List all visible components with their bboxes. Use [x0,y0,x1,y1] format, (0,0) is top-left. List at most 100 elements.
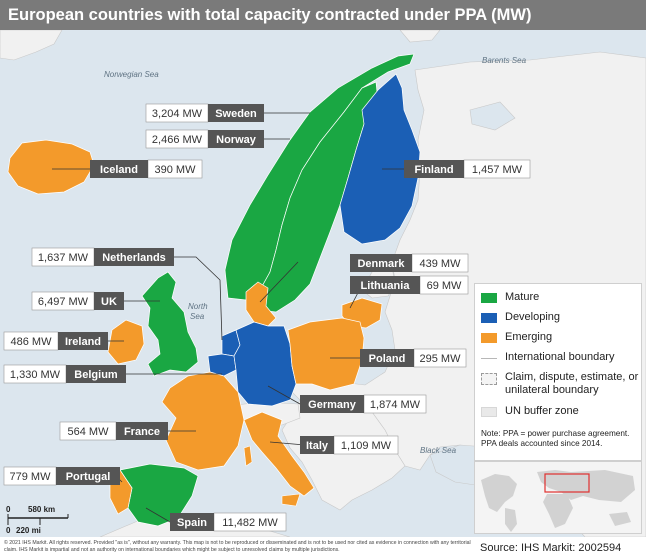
label-name-germany: Germany [308,399,357,411]
country-france [161,371,245,471]
legend-label-emerging: Emerging [505,331,553,343]
leader-denmark [259,261,299,303]
label-name-denmark: Denmark [357,258,405,270]
label-value-belgium: 1,330 MW [10,369,61,381]
label-uk: 6,497 MW UK [31,291,124,311]
label-name-norway: Norway [216,134,257,146]
label-norway: 2,466 MW Norway [145,129,264,149]
country-poland [287,317,365,391]
inset-svg [475,462,641,533]
scale-mi-label: 220 mi [16,526,41,535]
label-germany: 1,874 MW Germany [300,394,427,414]
legend-label-buffer: UN buffer zone [505,405,579,417]
leader-germany [267,385,301,405]
legend-swatch-claim [481,373,497,385]
country-italy [243,411,315,497]
footer-copyright: © 2021 IHS Markit. All rights reserved. … [4,540,471,553]
label-value-norway: 2,466 MW [152,134,203,146]
leader-spain [145,507,171,523]
inset-south-america [505,508,517,532]
legend-label-developing: Developing [505,311,561,323]
label-iceland: 390 MW Iceland [90,159,203,179]
legend-swatch-emerging [481,333,497,343]
inset-australia [609,512,631,526]
label-value-iceland: 390 MW [155,164,197,176]
label-name-box-belgium [66,365,126,383]
inset-africa [543,494,573,528]
label-name-ireland: Ireland [65,336,101,348]
label-lithuania: 69 MW Lithuania [350,275,469,295]
scale-zero-bottom: 0 [6,526,11,535]
label-name-box-poland [360,349,414,367]
label-name-lithuania: Lithuania [361,280,411,292]
legend: Mature Developing Emerging International… [474,283,642,461]
country-uk [141,271,199,377]
country-denmark [245,281,277,327]
label-name-box-ireland [58,332,108,350]
sea-label-north-1: North [188,302,208,311]
label-belgium: 1,330 MW Belgium [3,364,126,384]
label-name-sweden: Sweden [215,108,257,120]
legend-row-claim: Claim, dispute, estimate, or unilateral … [481,371,640,397]
label-name-belgium: Belgium [74,369,118,381]
legend-swatch-boundary [481,358,497,359]
legend-swatch-developing [481,313,497,323]
label-italy: 1,109 MW Italy [300,435,399,455]
label-name-finland: Finland [414,164,453,176]
label-name-netherlands: Netherlands [102,252,166,264]
legend-row-emerging: Emerging [481,331,640,344]
label-name-italy: Italy [306,440,329,452]
country-italy-sardinia [243,445,253,467]
sea-label-norwegian: Norwegian Sea [104,70,159,79]
label-value-poland: 295 MW [420,353,462,365]
label-name-box-finland [404,160,464,178]
label-value-finland: 1,457 MW [472,164,523,176]
country-germany [233,321,297,407]
label-value-denmark: 439 MW [420,258,462,270]
label-name-box-iceland [90,160,148,178]
inset-focus-box [544,473,590,493]
label-value-italy: 1,109 MW [341,440,392,452]
label-name-box-uk [94,292,124,310]
label-poland: 295 MW Poland [360,348,467,368]
country-labels: 3,204 MW Sweden 2,466 MW Norway 390 MW Icelan… [3,103,531,532]
label-value-lithuania: 69 MW [427,280,462,292]
label-name-box-france [116,422,168,440]
label-sweden: 3,204 MW Sweden [145,103,264,123]
label-name-box-norway [208,130,264,148]
label-ireland: 486 MW Ireland [3,331,108,351]
label-name-box-denmark [350,254,412,272]
land-greenland [0,30,63,61]
label-name-box-germany [300,395,364,413]
country-iceland [7,139,95,195]
leader-italy [269,441,306,446]
label-name-france: France [124,426,160,438]
sea-label-barents: Barents Sea [482,56,527,65]
label-name-box-spain [170,513,214,531]
legend-label-claim: Claim, dispute, estimate, or unilateral … [505,371,639,396]
footer: © 2021 IHS Markit. All rights reserved. … [0,537,646,560]
label-name-box-netherlands [94,248,174,266]
legend-swatch-mature [481,293,497,303]
label-name-portugal: Portugal [66,471,111,483]
label-netherlands: 1,637 MW Netherlands [31,247,174,267]
inset-eurasia [537,470,635,502]
label-value-germany: 1,874 MW [370,399,421,411]
label-value-sweden: 3,204 MW [152,108,203,120]
label-name-uk: UK [101,296,117,308]
label-spain: 11,482 MW Spain [170,512,287,532]
label-finland: 1,457 MW Finland [404,159,531,179]
scale-zero-top: 0 [6,505,11,514]
label-name-box-italy [300,436,334,454]
country-finland [339,73,421,245]
scale-bar: 0 580 km 0 220 mi [6,505,69,535]
country-ireland [107,319,145,365]
label-value-portugal: 779 MW [10,471,52,483]
leader-netherlands [173,256,223,341]
footer-source: Source: IHS Markit: 2002594 [480,542,622,554]
label-value-france: 564 MW [68,426,110,438]
label-portugal: 779 MW Portugal [3,466,120,486]
label-name-poland: Poland [369,353,406,365]
label-name-box-sweden [208,104,264,122]
